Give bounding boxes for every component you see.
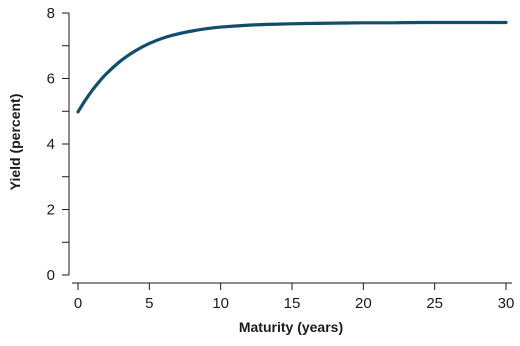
x-tick-label: 10 [212,295,229,312]
y-tick-label: 4 [47,136,55,153]
x-tick-label: 25 [426,295,443,312]
x-tick-label: 30 [498,295,515,312]
x-axis: 0 5 10 15 20 25 30 [72,282,515,312]
y-tick-label: 2 [47,202,55,219]
x-tick-label: 15 [284,295,301,312]
y-axis: 0 2 4 6 8 [47,5,70,284]
y-tick-label: 8 [47,5,55,22]
y-tick-label: 6 [47,71,55,88]
x-tick-label: 0 [74,295,82,312]
yield-curve-line [76,20,508,114]
x-axis-title: Maturity (years) [239,319,343,335]
series-layer [76,20,508,114]
x-tick-label: 20 [355,295,372,312]
y-tick-label: 0 [47,267,55,284]
x-tick-label: 5 [145,295,153,312]
y-axis-title: Yield (percent) [7,94,23,191]
